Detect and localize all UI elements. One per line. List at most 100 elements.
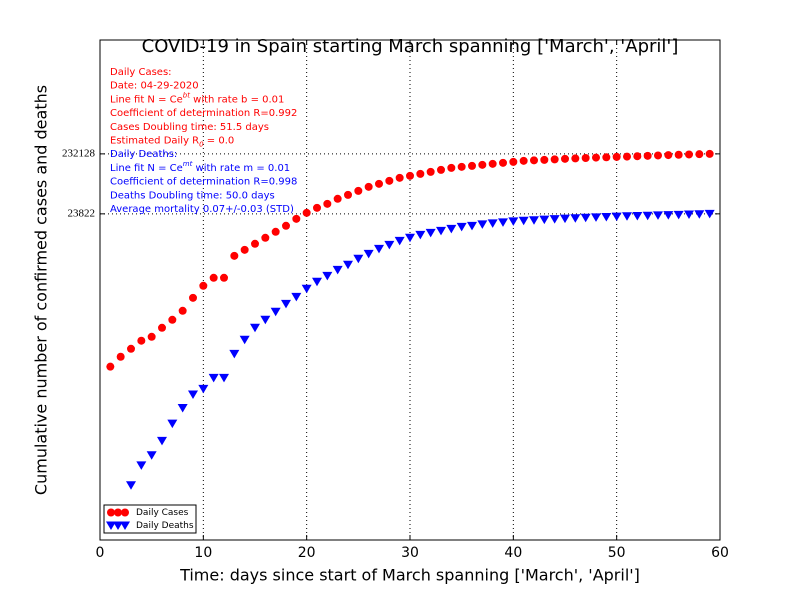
marker [291,292,302,302]
marker [322,271,333,281]
marker [344,190,352,199]
marker [653,211,663,220]
marker [146,451,157,460]
marker [612,152,621,161]
marker [642,211,653,221]
marker [694,210,705,219]
marker [177,404,188,413]
marker [209,273,218,282]
marker [416,169,425,178]
marker [157,436,167,446]
marker [353,254,364,264]
series [126,209,715,490]
y-tick-label: 232128 [62,147,96,159]
marker [673,210,684,220]
marker [323,199,332,208]
marker [136,461,147,470]
marker [591,213,601,222]
x-tick-label: 0 [96,545,105,561]
marker [281,299,291,309]
legend-marker [114,508,122,517]
marker [385,176,394,185]
marker [363,249,374,259]
marker [188,390,198,400]
marker [549,215,560,224]
marker [415,230,426,240]
marker [312,277,322,287]
marker [705,149,714,158]
marker [406,171,414,180]
marker [374,244,384,254]
x-tick-label: 60 [711,545,729,561]
marker [654,151,662,160]
marker [457,162,466,171]
marker [364,182,373,191]
marker [425,228,436,238]
marker [685,150,693,159]
marker [250,323,260,333]
marker [189,293,197,302]
marker [684,210,694,220]
x-tick-label: 50 [608,545,626,561]
annotation: Coefficient of determination R=0.998 [110,177,297,188]
marker [561,154,569,163]
marker [332,265,343,275]
annotation: Cases Doubling time: 51.5 days [110,122,269,133]
marker [168,315,177,324]
marker [240,245,249,254]
marker [198,384,209,394]
marker [261,233,270,242]
series [106,149,714,371]
marker [178,306,187,315]
plot-frame [99,39,721,541]
marker [447,163,456,172]
x-tick-label: 20 [298,545,316,561]
marker [292,214,301,223]
marker [251,239,259,248]
annotation: Line fit N = Cebt with rate b = 0.01 [110,91,284,105]
marker [158,323,166,332]
marker [499,158,507,167]
marker [446,224,457,234]
marker [116,352,125,361]
marker [230,251,239,260]
marker [477,220,488,229]
marker [623,152,631,161]
x-tick-label: 30 [401,545,419,561]
marker [540,155,549,164]
marker [395,173,404,182]
marker [529,216,539,225]
marker [354,186,363,195]
x-axis-label: Time: days since start of March spanning… [179,566,640,585]
marker [664,151,673,160]
marker [581,153,590,162]
marker [580,213,591,223]
legend-label: Daily Cases [136,508,189,518]
y-tick-label: 23822 [68,207,96,219]
legend-marker [106,521,116,530]
marker [602,153,611,162]
annotation: Average mortality 0.07+/-0.03 (STD) [110,204,294,215]
marker [106,362,115,371]
chart-title: COVID-19 in Spain starting March spannin… [142,36,679,57]
marker [127,344,135,353]
marker [260,315,271,325]
marker [539,215,550,225]
marker [405,233,415,243]
marker [663,211,674,220]
marker [302,208,311,217]
marker [208,373,219,383]
marker [633,152,642,161]
legend-label: Daily Deaths [136,521,194,531]
marker [333,194,342,203]
marker [695,150,704,159]
marker [570,214,581,223]
marker [468,161,476,170]
marker [239,335,250,345]
marker [530,156,538,165]
marker [467,221,477,231]
x-tick-label: 40 [504,545,522,561]
marker [271,227,280,236]
marker [301,284,312,294]
